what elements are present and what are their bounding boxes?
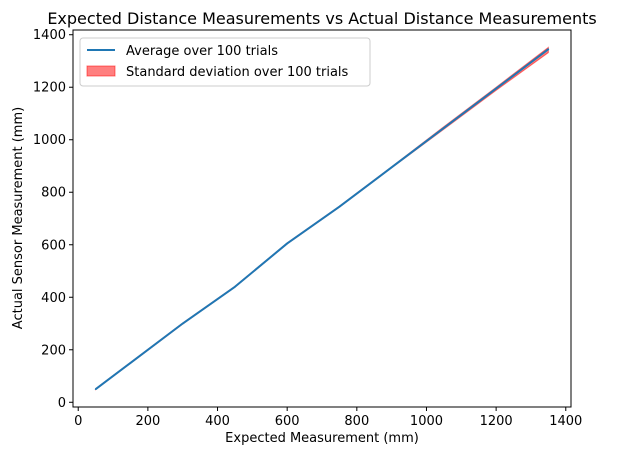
y-tick-label: 0: [58, 396, 66, 411]
y-tick-label: 1200: [33, 81, 66, 96]
x-tick-label: 1200: [480, 414, 513, 429]
x-tick-label: 200: [135, 414, 160, 429]
y-tick-label: 600: [41, 238, 66, 253]
y-tick-label: 800: [41, 186, 66, 201]
average-point: [181, 322, 184, 325]
y-axis-label: Actual Sensor Measurement (mm): [11, 107, 26, 329]
x-tick-label: 1000: [410, 414, 443, 429]
average-point: [94, 388, 97, 390]
plot-area: 0 200 400 600 800 1000 1200 1400 0 200 400 600 800 10…: [33, 28, 582, 429]
legend-label: Standard deviation over 100 trials: [126, 65, 349, 80]
legend-band-swatch: [86, 65, 116, 77]
x-tick-label: 800: [344, 414, 369, 429]
average-point: [547, 48, 550, 50]
x-tick-label: 400: [205, 414, 230, 429]
average-point: [286, 242, 288, 245]
average-point: [129, 362, 132, 364]
x-tick-label: 600: [275, 414, 300, 429]
legend-box: [79, 37, 371, 87]
y-tick-label: 1000: [33, 133, 66, 148]
average-line: [95, 48, 549, 390]
average-point: [234, 285, 236, 288]
x-tick-label: 1400: [549, 414, 582, 429]
y-tick-label: 1400: [33, 28, 66, 43]
average-point: [390, 166, 393, 169]
axes-frame: [72, 29, 572, 408]
average-point: [443, 127, 445, 129]
chart-title: Expected Distance Measurements vs Actual…: [47, 9, 596, 28]
average-point: [338, 205, 341, 208]
y-tick-label: 200: [41, 343, 66, 358]
x-tick-label: 0: [74, 414, 82, 429]
legend-label: Average over 100 trials: [126, 44, 278, 59]
y-tick-label: 400: [41, 291, 66, 306]
average-point: [495, 87, 497, 90]
legend: Average over 100 trials Standard deviatio…: [79, 37, 371, 87]
x-axis-label: Expected Measurement (mm): [225, 431, 419, 446]
